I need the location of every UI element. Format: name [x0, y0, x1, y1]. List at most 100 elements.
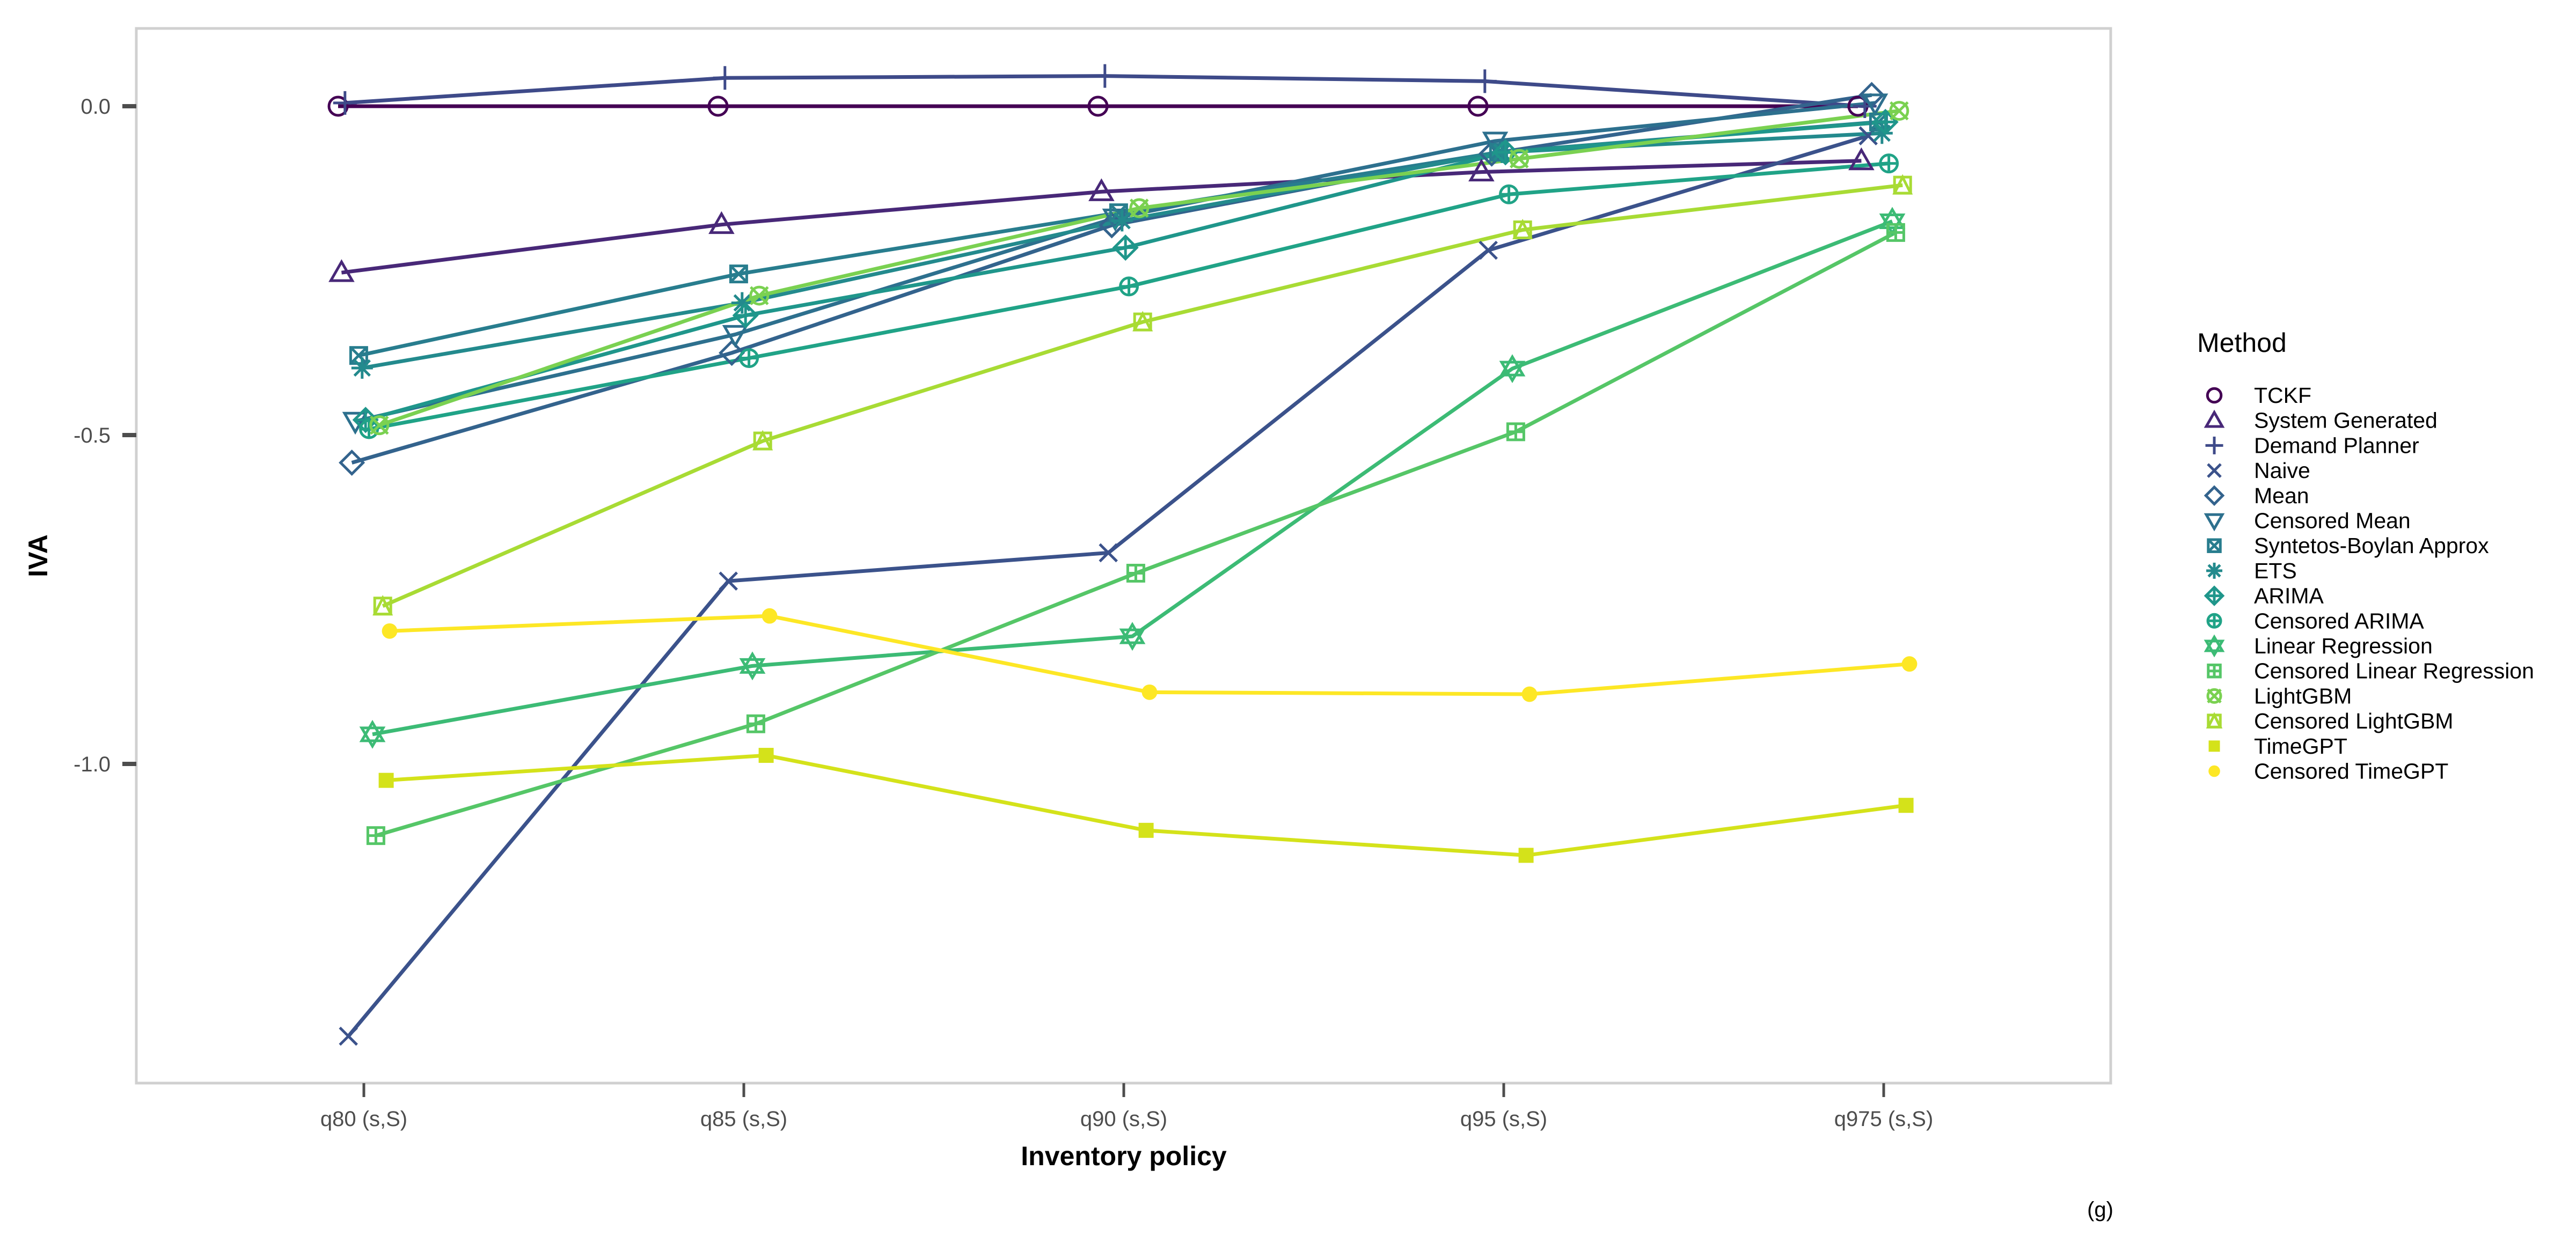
- triangle-mark: [739, 651, 766, 674]
- circle-mark: [1087, 95, 1109, 117]
- series-line: [372, 219, 1893, 737]
- circle-mark: [327, 95, 349, 117]
- triangle-mark: [359, 719, 386, 742]
- cross-mark: [1510, 149, 1529, 168]
- triangle-down-mark: [1482, 131, 1509, 155]
- triangle-mark: [2206, 712, 2223, 729]
- point-marker: [1473, 69, 1497, 93]
- circle-mark: [1901, 656, 1918, 672]
- point-marker: [327, 95, 349, 117]
- point-marker: [2207, 538, 2222, 553]
- legend-item: ARIMA: [2204, 584, 2324, 608]
- legend-item: Censored TimeGPT: [2208, 759, 2448, 784]
- legend-label: Censored TimeGPT: [2254, 759, 2448, 784]
- cross-mark: [729, 264, 748, 283]
- x-tick-label: q85 (s,S): [700, 1107, 787, 1131]
- square-mark: [729, 264, 748, 284]
- point-marker: [339, 449, 365, 476]
- asterisk-mark: [2206, 562, 2222, 579]
- point-marker: [2206, 688, 2222, 704]
- point-marker: [369, 415, 390, 436]
- cross-mark: [750, 286, 769, 305]
- square-mark: [2207, 538, 2222, 553]
- point-marker: [1879, 153, 1899, 174]
- legend-label: Censored ARIMA: [2254, 608, 2424, 633]
- square-mark: [1898, 798, 1914, 813]
- point-marker: [2206, 562, 2222, 579]
- plus-mark: [2208, 665, 2221, 677]
- asterisk-mark: [1111, 210, 1133, 232]
- point-marker: [1129, 198, 1150, 218]
- plus-mark: [368, 827, 384, 844]
- square-mark: [758, 748, 774, 763]
- point-marker: [1509, 149, 1529, 169]
- point-marker: [1099, 543, 1118, 563]
- point-marker: [732, 302, 759, 329]
- square-mark: [2208, 740, 2220, 752]
- square-mark: [1138, 822, 1154, 838]
- legend-label: System Generated: [2254, 408, 2438, 433]
- plot-panel: [135, 27, 2112, 1085]
- point-marker: [1093, 64, 1117, 88]
- triangle-down-mark: [342, 411, 369, 435]
- circle-mark: [749, 285, 770, 306]
- point-marker: [339, 1026, 358, 1046]
- plus-mark: [1507, 423, 1524, 440]
- legend-item: Syntetos-Boylan Approx: [2207, 533, 2489, 558]
- point-marker: [2206, 613, 2222, 629]
- circle-mark: [2208, 765, 2220, 777]
- square-mark: [378, 772, 394, 788]
- circle-mark: [382, 623, 398, 639]
- point-marker: [758, 748, 774, 763]
- plus-mark: [1887, 224, 1904, 241]
- legend-label: Demand Planner: [2254, 433, 2419, 458]
- y-axis-title: IVA: [23, 534, 53, 577]
- point-marker: [1479, 240, 1498, 260]
- point-marker: [719, 340, 745, 366]
- triangle-down-mark: [739, 658, 766, 681]
- triangle-down-mark: [1862, 93, 1889, 116]
- point-marker: [1126, 563, 1145, 583]
- circle-mark: [1467, 95, 1489, 117]
- cross-mark: [2207, 539, 2222, 553]
- point-marker: [1482, 131, 1509, 155]
- plus-mark: [1874, 111, 1897, 134]
- triangle-mark: [2204, 409, 2225, 428]
- y-tick-label: -1.0: [74, 753, 111, 776]
- legend-label: Mean: [2254, 483, 2309, 508]
- point-marker: [1871, 122, 1893, 144]
- point-marker: [1141, 684, 1158, 700]
- point-marker: [2207, 463, 2222, 478]
- point-marker: [2208, 740, 2220, 752]
- circle-mark: [2206, 387, 2223, 404]
- point-marker: [1892, 174, 1913, 195]
- triangle-mark: [328, 259, 355, 282]
- point-marker: [359, 719, 386, 749]
- legend-label: Linear Regression: [2254, 634, 2433, 658]
- point-marker: [2204, 409, 2225, 428]
- point-marker: [762, 608, 778, 624]
- point-marker: [1132, 311, 1153, 332]
- triangle-down-mark: [2204, 513, 2225, 532]
- asterisk-mark: [731, 292, 753, 314]
- plus-mark: [1880, 154, 1898, 172]
- point-marker: [2204, 485, 2225, 506]
- point-marker: [739, 348, 759, 369]
- circle-mark: [1129, 198, 1150, 218]
- plus-mark: [713, 66, 737, 90]
- point-marker: [1898, 798, 1914, 813]
- point-marker: [707, 95, 729, 117]
- triangle-down-mark: [2204, 639, 2225, 658]
- y-tick-label: -0.5: [74, 424, 111, 447]
- point-marker: [1088, 178, 1115, 201]
- plus-mark: [2208, 614, 2221, 628]
- point-marker: [1889, 101, 1909, 121]
- point-marker: [746, 714, 765, 733]
- cross-mark: [1890, 101, 1909, 121]
- legend-label: Censored Linear Regression: [2254, 659, 2534, 683]
- point-marker: [2204, 634, 2225, 658]
- x-axis: q80 (s,S) q85 (s,S) q90 (s,S) q95 (s,S) q975…: [320, 1083, 1933, 1131]
- legend-item: Censored LightGBM: [2206, 709, 2453, 733]
- triangle-mark: [1119, 622, 1146, 644]
- square-mark: [1518, 848, 1534, 863]
